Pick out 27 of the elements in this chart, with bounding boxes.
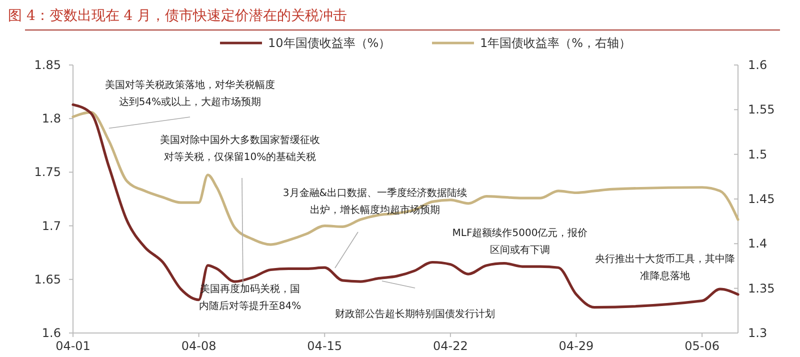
x-tick-label: 04-29 [558, 339, 594, 353]
y-tick-label: 1.6 [42, 326, 61, 340]
y2-tick-label: 1.4 [748, 236, 768, 251]
annotation: 央行推出十大货币工具，其中降准降息落地 [595, 253, 735, 282]
annotation: 美国对等关税政策落地，对华关税幅度达到54%或以上，大超市场预期 [105, 79, 275, 108]
y2-tick-label: 1.6 [748, 58, 768, 72]
y2-tick-label: 1.45 [748, 192, 775, 206]
annotation: 美国对除中国外大多数国家暂缓征收对等关税，仅保留10%的基础关税 [160, 134, 320, 163]
y-tick-label: 1.8 [42, 112, 61, 126]
y-tick-label: 1.85 [34, 58, 61, 72]
y-tick-label: 1.65 [34, 272, 61, 286]
y-tick-label: 1.75 [34, 165, 61, 180]
x-tick-label: 04-08 [181, 339, 216, 353]
y2-tick-label: 1.55 [748, 102, 775, 117]
y-tick-label: 1.7 [42, 218, 61, 233]
x-tick-label: 04-15 [307, 339, 342, 353]
annotation: 财政部公告超长期特别国债发行计划 [335, 308, 495, 320]
y2-tick-label: 1.3 [748, 326, 768, 340]
x-tick-label: 04-22 [432, 339, 468, 353]
legend-label: 10年国债收益率（%） [268, 36, 391, 50]
legend-label: 1年国债收益率（%，右轴） [480, 36, 632, 50]
y2-tick-label: 1.5 [748, 147, 768, 162]
x-tick-label: 04-01 [56, 339, 90, 353]
x-tick-label: 05-06 [684, 339, 720, 353]
chart-title: 图 4：变数出现在 4 月，债市快速定价潜在的关税冲击 [8, 8, 348, 24]
y2-tick-label: 1.35 [748, 281, 775, 296]
annotation: MLF超额续作5000亿元，报价区间或有下调 [452, 227, 588, 256]
